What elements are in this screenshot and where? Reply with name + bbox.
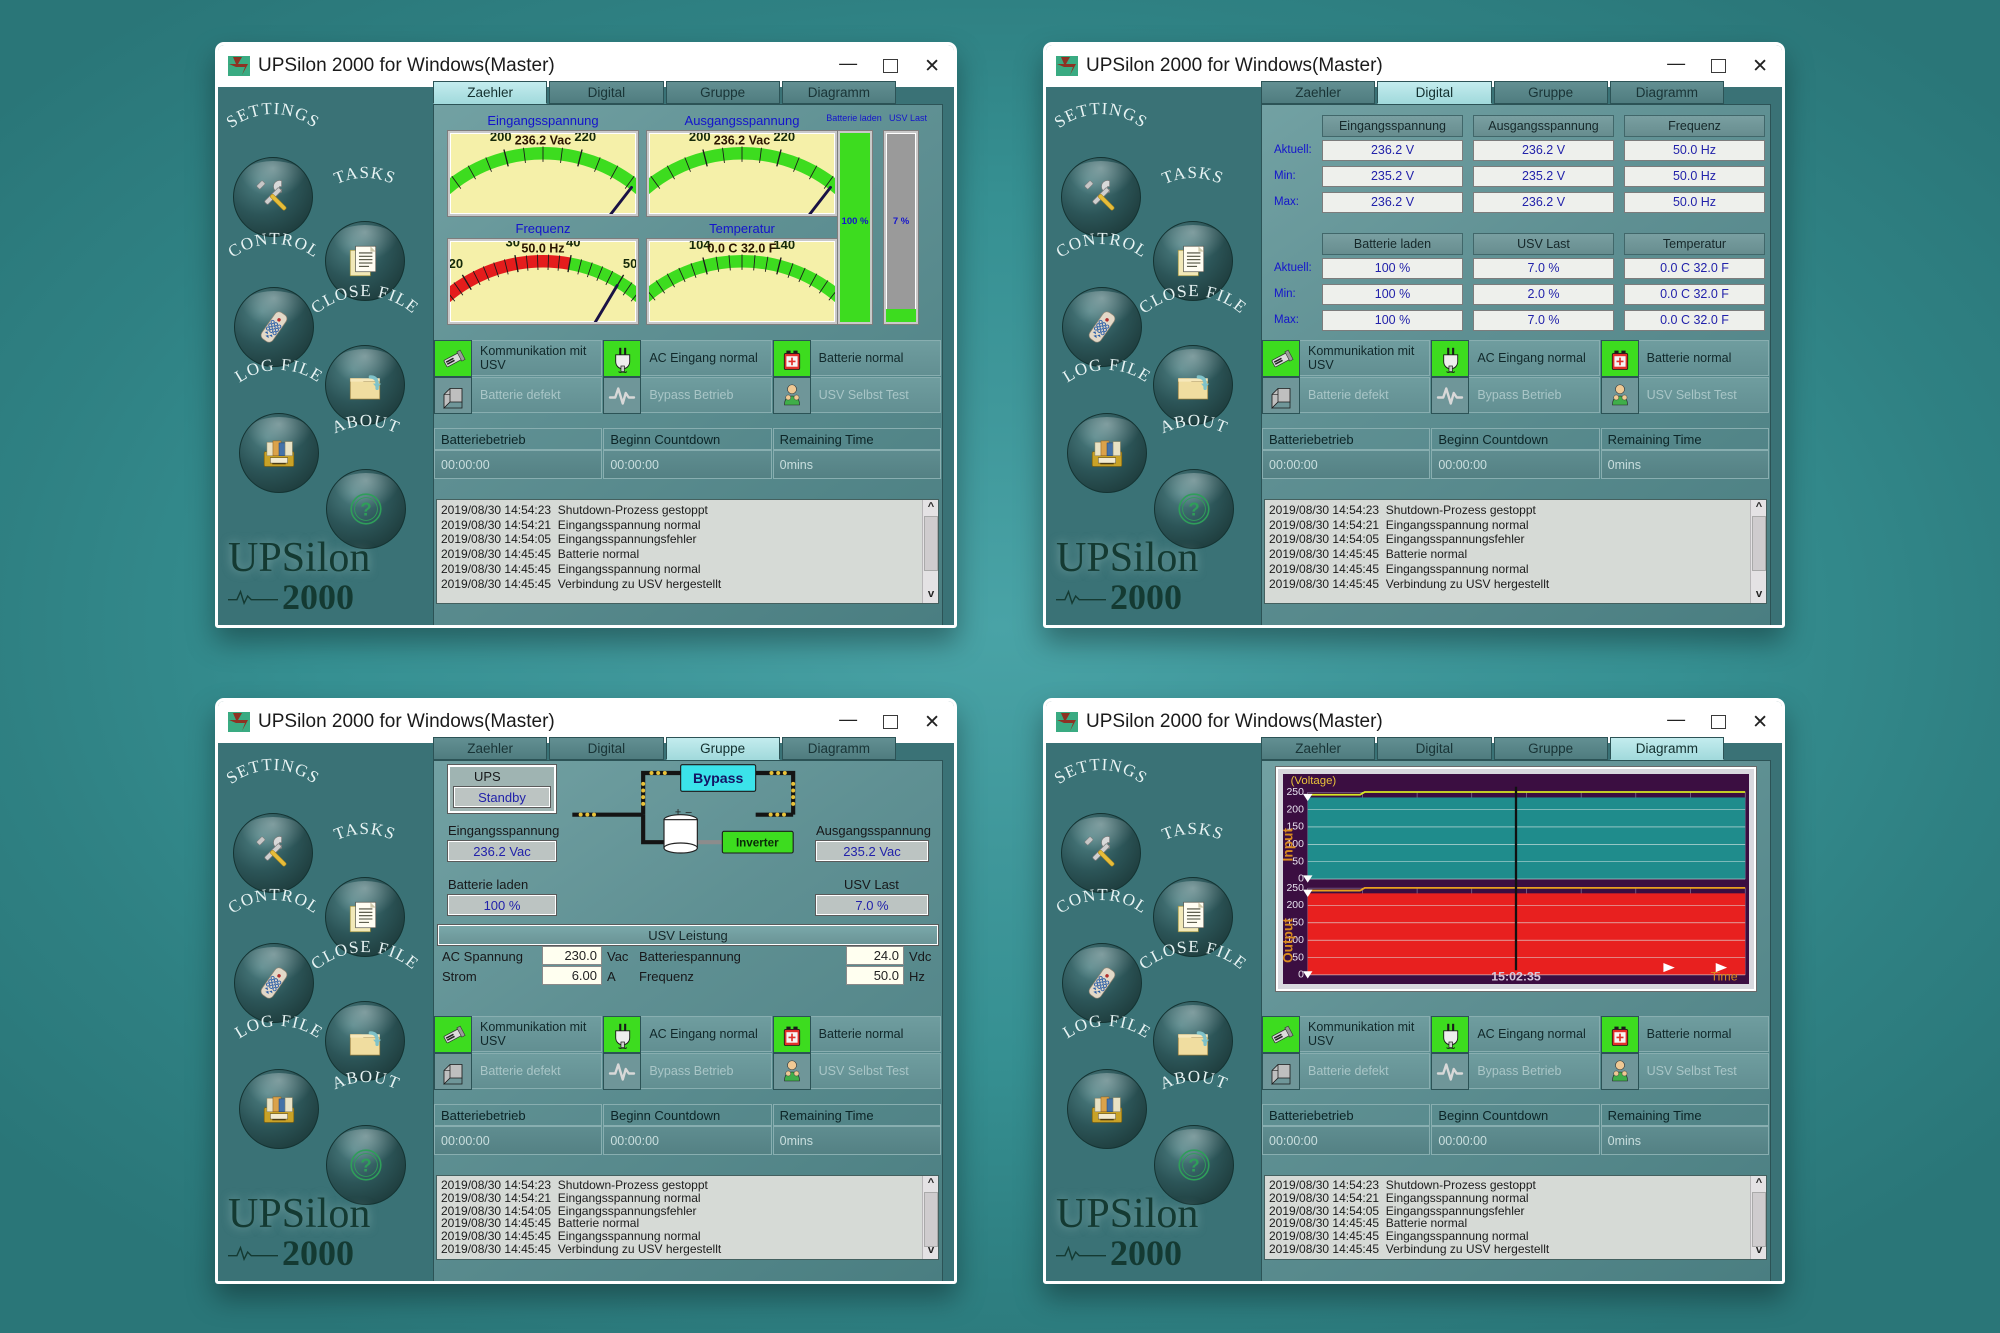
svg-text:–: – <box>686 807 693 819</box>
svg-text:Input: Input <box>1283 828 1296 862</box>
svg-text:SETTINGS: SETTINGS <box>1051 755 1151 788</box>
svg-text:236.2 Vac: 236.2 Vac <box>515 134 571 148</box>
svg-text:50.0 Hz: 50.0 Hz <box>521 242 564 256</box>
svg-text:200: 200 <box>490 133 512 144</box>
svg-text:20: 20 <box>450 256 463 271</box>
svg-text:+: + <box>675 807 681 819</box>
svg-text:140: 140 <box>773 241 795 252</box>
svg-text:Bypass: Bypass <box>693 771 743 787</box>
svg-text:200: 200 <box>1286 900 1304 911</box>
svg-text:30: 30 <box>505 241 519 250</box>
svg-text:50: 50 <box>623 256 636 271</box>
svg-text:250: 250 <box>1286 883 1304 894</box>
svg-text:40: 40 <box>566 241 580 250</box>
svg-text:(Voltage): (Voltage) <box>1291 775 1337 787</box>
svg-text:Output: Output <box>1283 918 1296 963</box>
svg-text:200: 200 <box>1286 805 1304 816</box>
svg-text:SETTINGS: SETTINGS <box>223 755 323 788</box>
svg-text:15:02:35: 15:02:35 <box>1491 970 1541 984</box>
svg-text:Inverter: Inverter <box>736 836 779 849</box>
svg-text:SETTINGS: SETTINGS <box>223 99 323 132</box>
svg-text:250: 250 <box>1286 787 1304 798</box>
svg-text:Time: Time <box>1711 970 1738 984</box>
svg-text:SETTINGS: SETTINGS <box>1051 99 1151 132</box>
svg-text:220: 220 <box>574 133 596 144</box>
svg-text:0.0 C 32.0 F: 0.0 C 32.0 F <box>708 242 777 256</box>
svg-text:200: 200 <box>689 133 711 144</box>
svg-text:220: 220 <box>773 133 795 144</box>
svg-text:236.2 Vac: 236.2 Vac <box>714 134 770 148</box>
